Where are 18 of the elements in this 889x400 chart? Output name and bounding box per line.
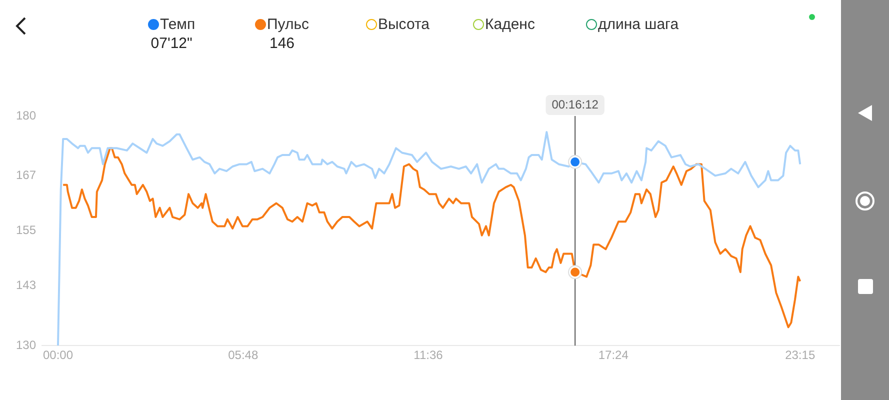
x-tick-label: 00:00 bbox=[42, 348, 74, 362]
legend-label: длина шага bbox=[598, 16, 679, 33]
text: 146 bbox=[268, 35, 296, 52]
y-tick-label: 130 bbox=[16, 338, 36, 352]
x-tick-label: 17:24 bbox=[598, 348, 629, 362]
legend-label: Темп bbox=[160, 16, 196, 33]
ref-line-label: 00:16:12 bbox=[552, 97, 599, 112]
text: 07'12" bbox=[150, 35, 194, 52]
x-tick-label: 11:36 bbox=[414, 348, 444, 362]
y-tick-label: 143 bbox=[16, 278, 36, 292]
legend-label: Пульс bbox=[267, 16, 310, 33]
x-tick-label: 23:15 bbox=[785, 348, 816, 362]
x-tick-label: 05:48 bbox=[228, 348, 258, 362]
y-tick-label: 155 bbox=[16, 223, 36, 238]
y-tick-label: 167 bbox=[16, 168, 36, 182]
y-tick-label: 180 bbox=[16, 108, 36, 122]
legend-label: Высота bbox=[378, 16, 430, 33]
legend-label: Каденс bbox=[485, 16, 535, 33]
